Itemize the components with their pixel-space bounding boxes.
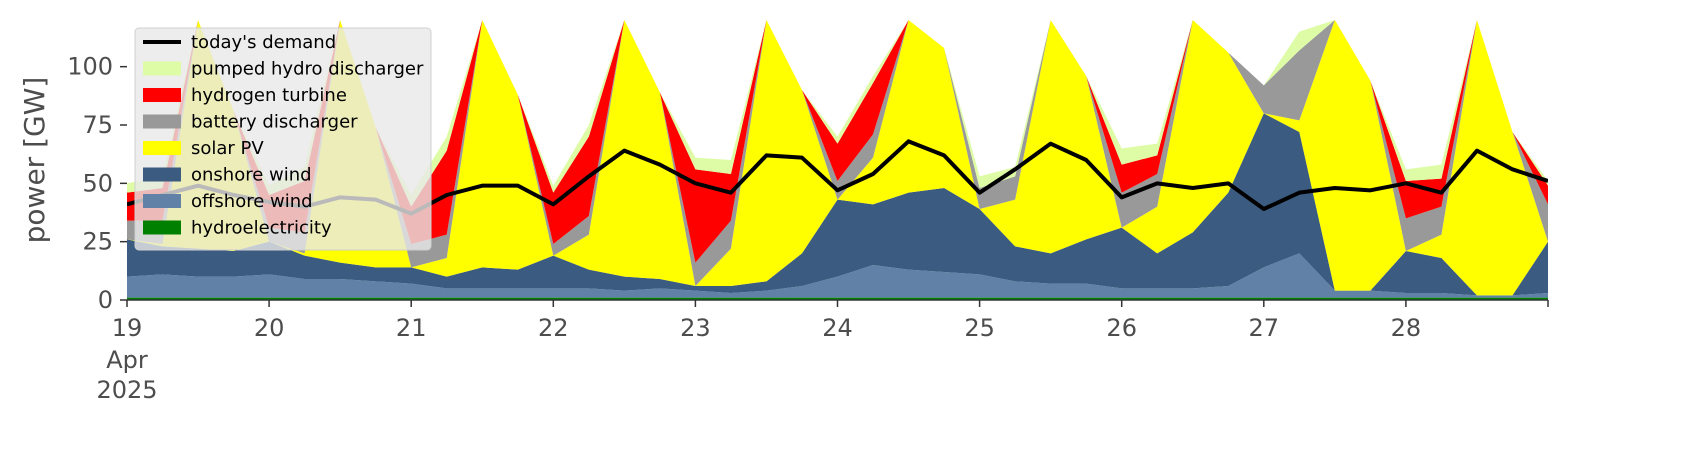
legend-box xyxy=(134,27,432,251)
legend: today's demand pumped hydro discharger hyd… xyxy=(134,27,432,251)
legend-label-hydrogen-turbine: hydrogen turbine xyxy=(191,85,347,106)
legend-label-battery-discharger: battery discharger xyxy=(191,112,358,133)
y-tick-label-0: 0 xyxy=(98,286,113,314)
x-tick-label-21: 21 xyxy=(396,314,427,342)
legend-swatch-offshore-wind xyxy=(143,194,181,208)
legend-swatch-hydrogen-turbine xyxy=(143,88,181,102)
x-tick-label-28: 28 xyxy=(1391,314,1422,342)
legend-label-solar-pv: solar PV xyxy=(191,138,264,159)
legend-label-pumped-hydro-discharger: pumped hydro discharger xyxy=(191,59,424,80)
legend-label-offshore-wind: offshore wind xyxy=(191,191,313,212)
x-tick-label-23: 23 xyxy=(680,314,711,342)
x-tick-label-19: 19 xyxy=(112,314,143,342)
x-tick-label-26: 26 xyxy=(1106,314,1137,342)
legend-label-hydroelectricity: hydroelectricity xyxy=(191,218,332,239)
legend-label-today-s-demand: today's demand xyxy=(191,32,336,53)
area-offshore-wind xyxy=(127,253,1548,298)
y-tick-label-75: 75 xyxy=(82,111,113,139)
x-tick-month-label: Apr xyxy=(106,346,148,374)
legend-swatch-solar-pv xyxy=(143,141,181,155)
x-tick-label-22: 22 xyxy=(538,314,569,342)
y-tick-label-25: 25 xyxy=(82,228,113,256)
x-tick-label-24: 24 xyxy=(822,314,853,342)
area-onshore-wind xyxy=(127,113,1548,296)
y-tick-label-100: 100 xyxy=(67,53,113,81)
legend-swatch-battery-discharger xyxy=(143,114,181,129)
y-axis-title: power [GW] xyxy=(18,77,51,244)
x-tick-label-25: 25 xyxy=(964,314,995,342)
x-tick-year-label: 2025 xyxy=(96,376,157,404)
y-tick-label-50: 50 xyxy=(82,169,113,197)
legend-swatch-hydroelectricity xyxy=(143,220,181,235)
legend-swatch-pumped-hydro-discharger xyxy=(143,61,181,76)
x-tick-label-20: 20 xyxy=(254,314,285,342)
x-tick-label-27: 27 xyxy=(1249,314,1280,342)
legend-label-onshore-wind: onshore wind xyxy=(191,165,312,186)
legend-swatch-onshore-wind xyxy=(143,167,181,182)
area-solar-pv xyxy=(127,20,1548,296)
